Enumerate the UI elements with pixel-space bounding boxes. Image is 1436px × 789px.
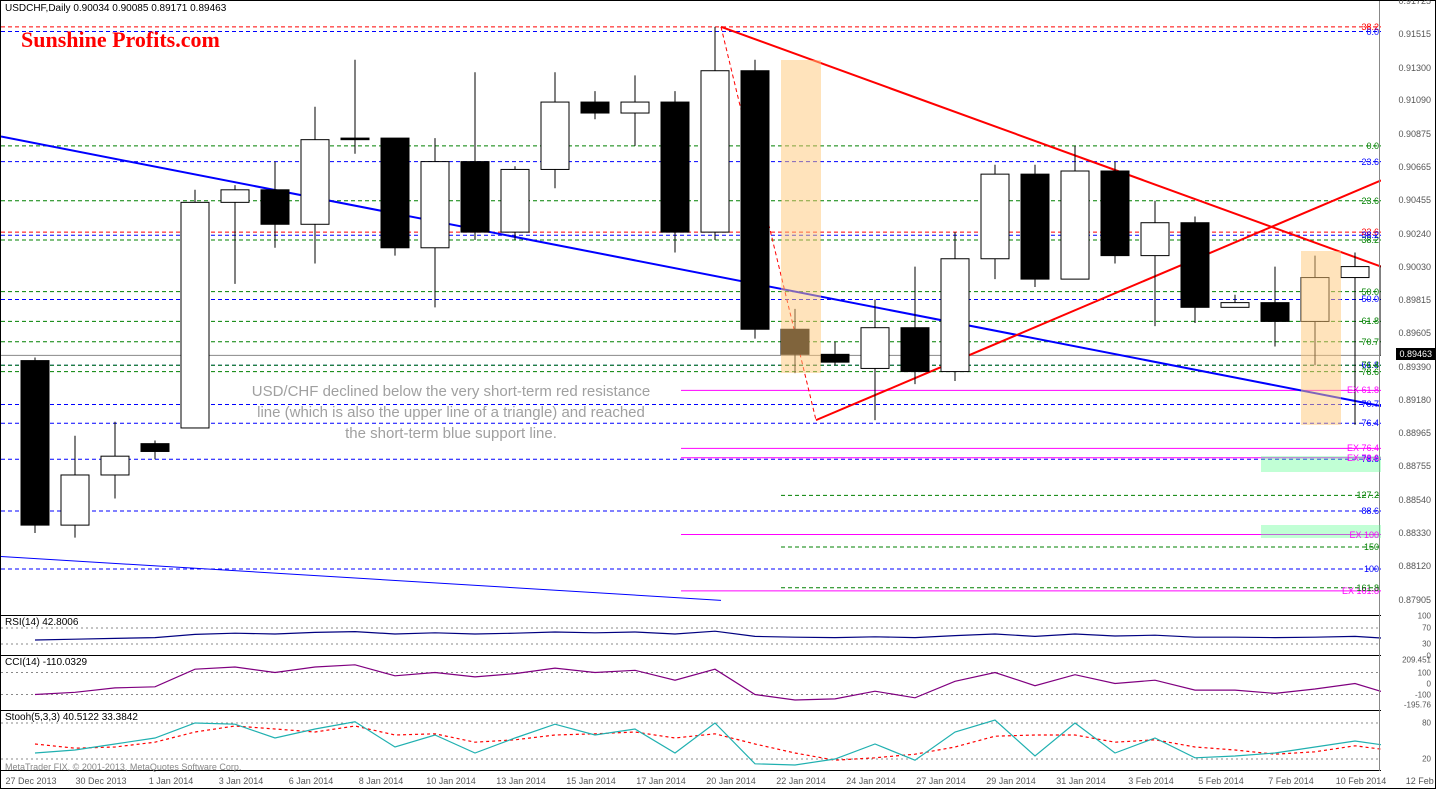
time-tick: 8 Jan 2014 xyxy=(359,776,404,786)
fib-label: 50.0 xyxy=(1361,294,1379,304)
fib-label: 38.2 xyxy=(1361,230,1379,240)
time-tick: 15 Jan 2014 xyxy=(566,776,616,786)
fib-label: 0.0 xyxy=(1366,27,1379,37)
price-tick: 0.90665 xyxy=(1398,162,1431,172)
symbol-header: USDCHF,Daily 0.90034 0.90085 0.89171 0.8… xyxy=(5,3,226,14)
chart-container: USDCHF,Daily 0.90034 0.90085 0.89171 0.8… xyxy=(0,0,1436,789)
annotation-line-3: the short-term blue support line. xyxy=(226,423,676,444)
fib-label: 23.6 xyxy=(1361,157,1379,167)
stoch-axis: 80 20 xyxy=(1379,711,1435,771)
price-tick: 0.88120 xyxy=(1398,561,1431,571)
time-tick: 27 Dec 2013 xyxy=(5,776,56,786)
fib-label: EX 61.8 xyxy=(1347,385,1379,395)
price-tick: 0.88755 xyxy=(1398,461,1431,471)
annotation-text: USD/CHF declined below the very short-te… xyxy=(226,381,676,444)
main-chart-svg xyxy=(1,1,1381,616)
time-tick: 6 Jan 2014 xyxy=(289,776,334,786)
price-tick: 0.89180 xyxy=(1398,395,1431,405)
price-tick: 0.90875 xyxy=(1398,129,1431,139)
time-tick: 10 Jan 2014 xyxy=(426,776,476,786)
time-tick: 29 Jan 2014 xyxy=(986,776,1036,786)
main-price-chart[interactable]: USDCHF,Daily 0.90034 0.90085 0.89171 0.8… xyxy=(1,1,1381,616)
price-tick: 0.88965 xyxy=(1398,428,1431,438)
price-axis: 0.91725 0.91515 0.91300 0.91090 0.90875 0.906… xyxy=(1379,1,1435,616)
time-tick: 7 Feb 2014 xyxy=(1268,776,1314,786)
time-tick: 3 Jan 2014 xyxy=(219,776,264,786)
indicator-tick: 100 xyxy=(1418,668,1431,677)
stoch-label: Stooh(5,3,3) 40.5122 33.3842 xyxy=(5,712,138,723)
fib-label: 100 xyxy=(1364,564,1379,574)
annotation-line-1: USD/CHF declined below the very short-te… xyxy=(226,381,676,402)
price-tick: 0.89605 xyxy=(1398,328,1431,338)
price-tick: 0.89815 xyxy=(1398,295,1431,305)
time-tick: 30 Dec 2013 xyxy=(75,776,126,786)
cci-svg xyxy=(1,656,1381,711)
price-tick: 0.90030 xyxy=(1398,262,1431,272)
indicator-tick: 20 xyxy=(1422,755,1431,764)
fib-label: 23.6 xyxy=(1361,196,1379,206)
time-tick: 13 Jan 2014 xyxy=(496,776,546,786)
price-tick: 0.91090 xyxy=(1398,95,1431,105)
price-tick: 0.88330 xyxy=(1398,528,1431,538)
time-tick: 27 Jan 2014 xyxy=(916,776,966,786)
rsi-panel[interactable]: RSI(14) 42.8006 xyxy=(1,616,1381,656)
time-tick: 31 Jan 2014 xyxy=(1056,776,1106,786)
cci-panel[interactable]: CCI(14) -110.0329 xyxy=(1,656,1381,711)
price-tick: 0.87905 xyxy=(1398,595,1431,605)
fib-label: 127.2 xyxy=(1356,490,1379,500)
fib-label: 76.4 xyxy=(1361,418,1379,428)
fib-label: 150 xyxy=(1364,542,1379,552)
indicator-tick: -100 xyxy=(1415,690,1431,699)
price-tick: 0.88540 xyxy=(1398,495,1431,505)
price-tick: 0.90240 xyxy=(1398,229,1431,239)
price-tick: 0.91725 xyxy=(1398,0,1431,6)
time-tick: 20 Jan 2014 xyxy=(706,776,756,786)
fib-label: EX 100 xyxy=(1349,530,1379,540)
indicator-tick: 80 xyxy=(1422,719,1431,728)
indicator-tick: 0 xyxy=(1427,679,1431,688)
rsi-axis: 10070300 xyxy=(1379,616,1435,656)
time-tick: 22 Jan 2014 xyxy=(776,776,826,786)
time-tick: 17 Jan 2014 xyxy=(636,776,686,786)
price-tick: 0.91515 xyxy=(1398,29,1431,39)
indicator-tick: 100 xyxy=(1418,612,1431,621)
fib-label: 78.6 xyxy=(1361,367,1379,377)
price-tick: 0.91300 xyxy=(1398,63,1431,73)
annotation-line-2: line (which is also the upper line of a … xyxy=(226,402,676,423)
fib-label: 0.0 xyxy=(1366,141,1379,151)
fib-label: 70.7 xyxy=(1361,337,1379,347)
rsi-label: RSI(14) 42.8006 xyxy=(5,617,78,628)
cci-label: CCI(14) -110.0329 xyxy=(5,657,87,668)
fib-label: 88.6 xyxy=(1361,506,1379,516)
highlight-zone xyxy=(781,60,821,373)
fib-label: 70.7 xyxy=(1361,399,1379,409)
indicator-tick: 70 xyxy=(1422,624,1431,633)
time-tick: 1 Jan 2014 xyxy=(149,776,194,786)
time-tick: 3 Feb 2014 xyxy=(1128,776,1174,786)
time-tick: 5 Feb 2014 xyxy=(1198,776,1244,786)
time-tick: 10 Feb 2014 xyxy=(1336,776,1387,786)
current-price-marker: 0.89463 xyxy=(1396,348,1435,360)
rsi-svg xyxy=(1,616,1381,656)
fib-label: EX 78.6 xyxy=(1347,453,1379,463)
price-tick: 0.89390 xyxy=(1398,362,1431,372)
price-tick: 0.90455 xyxy=(1398,195,1431,205)
highlight-zone xyxy=(1301,251,1341,425)
watermark: Sunshine Profits.com xyxy=(21,27,220,53)
time-tick: 12 Feb 2014 xyxy=(1406,776,1436,786)
time-axis: 27 Dec 2013 30 Dec 2013 1 Jan 2014 3 Jan 20… xyxy=(1,773,1381,788)
indicator-tick: 209.451 xyxy=(1402,656,1431,665)
indicator-tick: -195.76 xyxy=(1404,701,1431,710)
cci-axis: 209.451 100 0 -100 -195.76 xyxy=(1379,656,1435,711)
fib-label: 61.8 xyxy=(1361,316,1379,326)
fib-label: 161.8 xyxy=(1356,583,1379,593)
indicator-tick: 30 xyxy=(1422,640,1431,649)
time-tick: 24 Jan 2014 xyxy=(846,776,896,786)
footer-text: MetaTrader FIX, © 2001-2013, MetaQuotes … xyxy=(5,762,241,772)
